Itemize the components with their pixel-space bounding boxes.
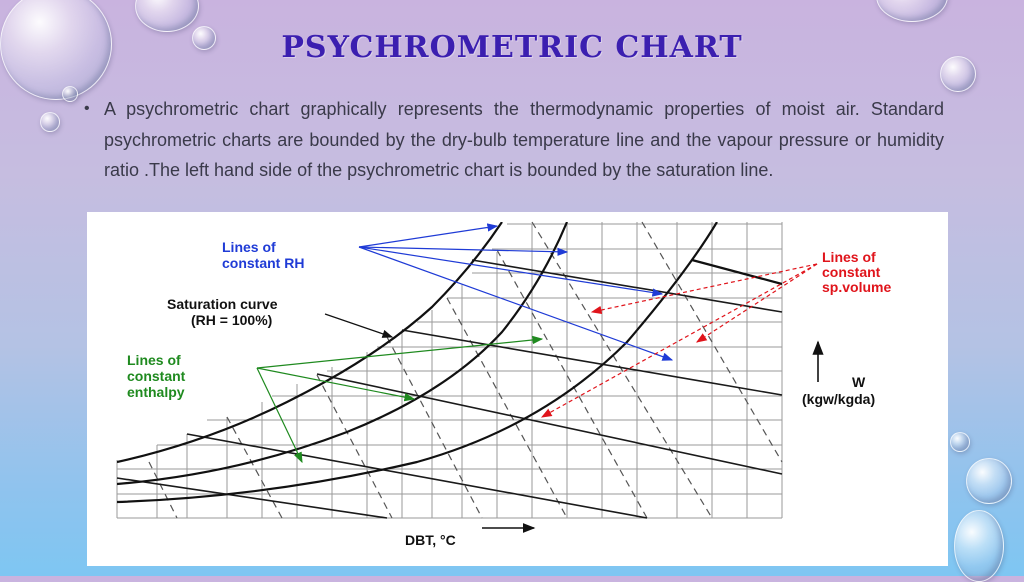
- rh-curves: [117, 222, 718, 504]
- decorative-bubble: [954, 510, 1004, 582]
- rh-label-line1: Lines of: [222, 239, 276, 255]
- spvol-label-line3: sp.volume: [822, 279, 891, 295]
- decorative-bubble: [62, 86, 78, 102]
- saturation-label-line1: Saturation curve: [167, 296, 278, 312]
- rh-curve-2: [117, 222, 718, 504]
- enthalpy-label-line1: Lines of: [127, 352, 181, 368]
- decorative-bubble: [40, 112, 60, 132]
- specific-volume-lines: [148, 221, 783, 519]
- decorative-bubble: [940, 56, 976, 92]
- decorative-bubble: [876, 0, 948, 22]
- humidity-boundary-line: [691, 258, 783, 286]
- psychrometric-diagram-svg: Lines of constant RH Saturation curve (R…: [116, 221, 891, 548]
- saturation-curve: [117, 222, 503, 464]
- enthalpy-label-line3: enthalpy: [127, 384, 185, 400]
- chart-grid: [116, 222, 783, 519]
- decorative-bubble: [192, 26, 216, 50]
- spvol-label-line2: constant: [822, 264, 881, 280]
- rh-label-line2: constant RH: [222, 255, 304, 271]
- saturation-arrow: [324, 313, 394, 338]
- bullet-marker: •: [84, 100, 90, 117]
- decorative-bubble: [0, 0, 112, 100]
- enthalpy-arrows: [256, 335, 544, 464]
- saturation-label-line2: (RH = 100%): [191, 312, 272, 328]
- dbt-axis-label: DBT, °C: [405, 532, 456, 548]
- w-axis-label: W: [852, 374, 866, 390]
- spvol-arrows: [540, 263, 818, 418]
- bullet-paragraph: • A psychrometric chart graphically repr…: [84, 94, 944, 186]
- rh-arrows: [358, 223, 674, 361]
- w-axis-unit: (kgw/kgda): [802, 391, 875, 407]
- slide-title: PSYCHROMETRIC CHART: [281, 30, 743, 65]
- psychrometric-diagram: Lines of constant RH Saturation curve (R…: [87, 212, 948, 566]
- decorative-bubble: [135, 0, 199, 32]
- decorative-bubble: [966, 458, 1012, 504]
- enthalpy-label-line2: constant: [127, 368, 186, 384]
- spvol-label-line1: Lines of: [822, 249, 876, 265]
- decorative-bubble: [950, 432, 970, 452]
- enthalpy-lines: [116, 259, 783, 519]
- bullet-text: A psychrometric chart graphically repres…: [104, 99, 944, 180]
